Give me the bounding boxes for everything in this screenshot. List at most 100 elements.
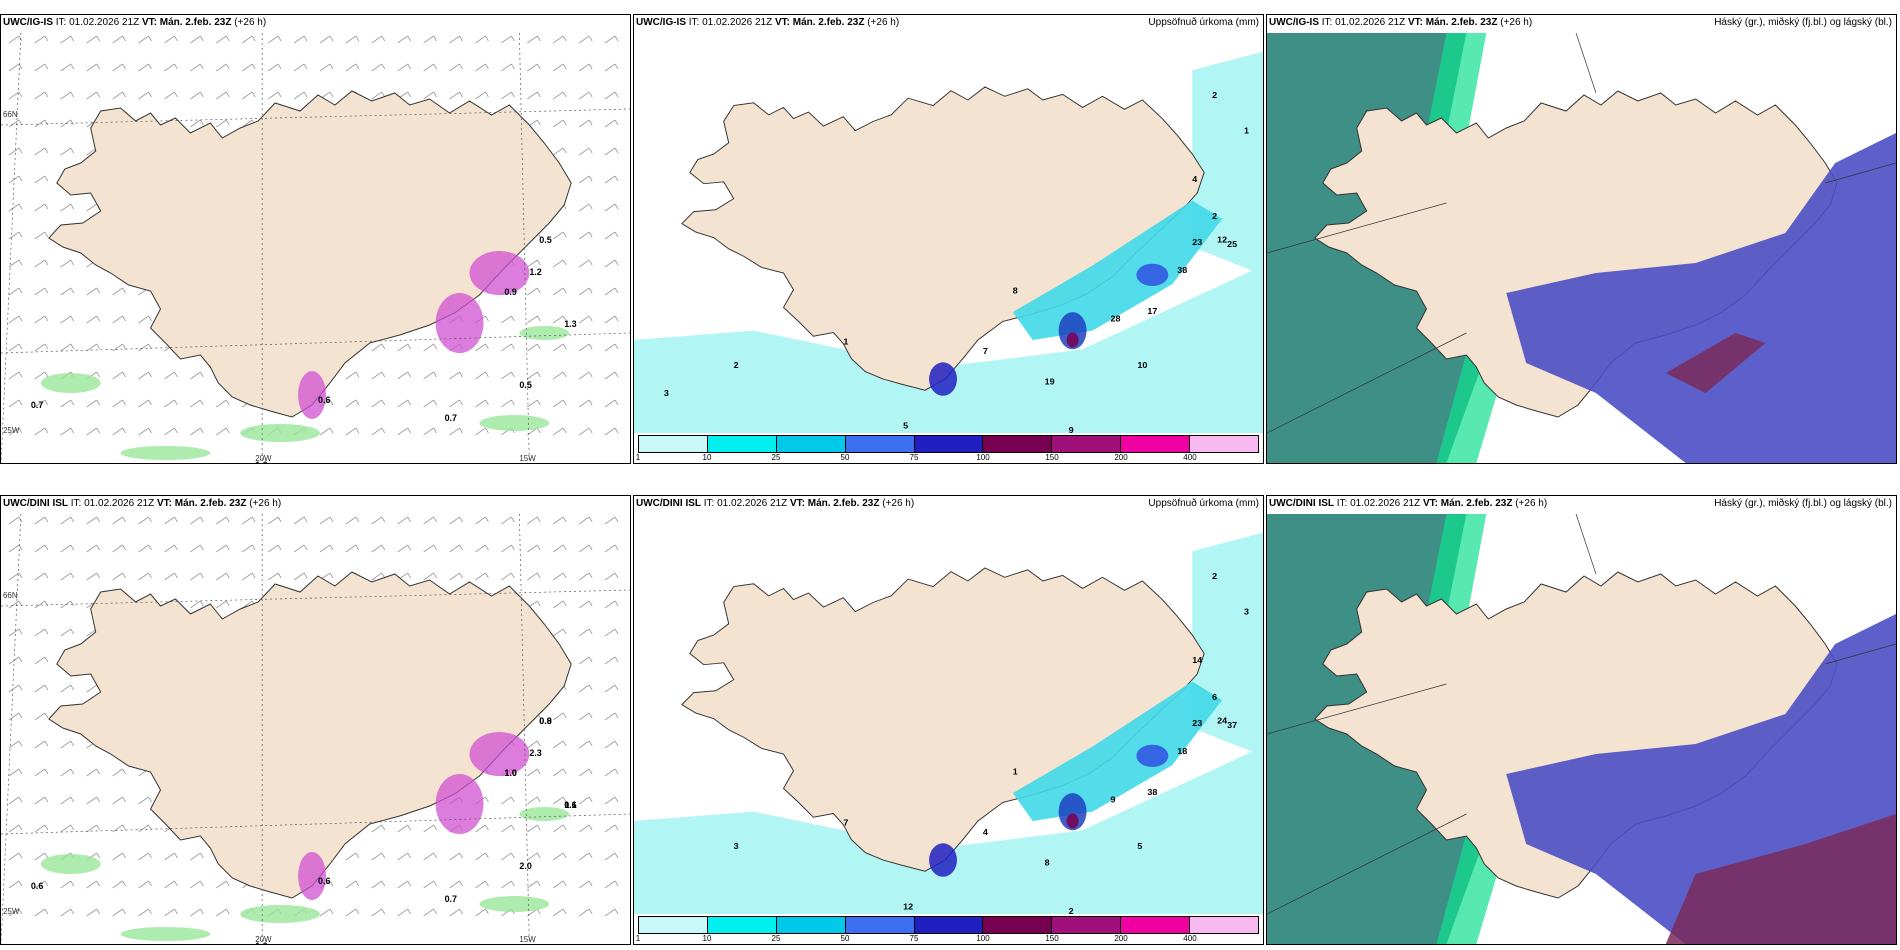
- axis-label: 15W: [519, 935, 536, 944]
- wind-value-label: 2.3: [529, 748, 541, 758]
- wind-value-label: 0.8: [539, 716, 551, 726]
- precip-value-label: 12: [903, 902, 913, 912]
- model-name: UWC/DINI ISL: [1269, 498, 1334, 509]
- valid-time: Mán. 2.feb. 23Z: [792, 17, 865, 28]
- panel-header: UWC/IG-IS IT: 01.02.2026 21Z VT: Mán. 2.…: [3, 17, 626, 31]
- colorbar-tick: 10: [702, 453, 712, 462]
- model-name: UWC/IG-IS: [636, 17, 686, 28]
- precip-value-label: 2: [1212, 211, 1217, 221]
- init-time: IT: 01.02.2026 21Z: [1336, 498, 1421, 509]
- map-svg: [1267, 33, 1896, 463]
- map-area: 66N 20W 15W 25W 0.9 1.0 0.6 2.0 0.6 2.3 0.6 0.7 1.0 0…: [1, 514, 630, 944]
- colorbar-swatch: [1052, 917, 1122, 933]
- valid-time: Mán. 2.feb. 23Z: [807, 498, 880, 509]
- colorbar-swatch: [845, 917, 915, 933]
- field-title: Háský (gr.), miðský (fj.bl.) og lágský (…: [1714, 498, 1892, 509]
- colorbar-swatch: [707, 436, 777, 452]
- colorbar-swatch: [1121, 917, 1191, 933]
- wind-value-label: 1.0: [504, 768, 516, 778]
- map-svg: [1267, 514, 1896, 944]
- valid-time: Mán. 2.feb. 23Z: [174, 498, 247, 509]
- lead-time: (+26 h): [867, 17, 900, 28]
- colorbar-swatch: [639, 436, 708, 452]
- precip-value-label: 10: [1137, 360, 1147, 370]
- precip-value-label: 2: [1212, 571, 1217, 581]
- wind-value-label: 0.6: [318, 876, 330, 886]
- map-svg: 66N 20W 15W 25W 0.5 0.9 1.3 0.5 0.6 1.2 0.7 0.7 1.0: [1, 33, 630, 463]
- axis-label: 20W: [255, 935, 272, 944]
- axis-label: 25W: [3, 907, 20, 916]
- colorbar-swatch: [1052, 436, 1122, 452]
- colorbar-swatch: [776, 917, 846, 933]
- colorbar-tick: 150: [1045, 934, 1059, 943]
- colorbar-tick: 10: [702, 934, 712, 943]
- wind-value-label: 0.6: [318, 395, 330, 405]
- valid-time: Mán. 2.feb. 23Z: [1440, 498, 1513, 509]
- panel-header: UWC/DINI ISL IT: 01.02.2026 21Z VT: Mán.…: [636, 498, 1259, 512]
- wind-value-label: 0.9: [504, 287, 516, 297]
- wind-value-label: 0.7: [31, 400, 43, 410]
- init-time: IT: 01.02.2026 21Z: [70, 498, 155, 509]
- wind-value-label: 1.0: [504, 768, 516, 778]
- field-title: Háský (gr.), miðský (fj.bl.) og lágský (…: [1714, 17, 1892, 28]
- map-svg: 66N 20W 15W 25W 0.9 1.0 0.6 2.0 0.6 2.3 0.6 0.7 1.0 0…: [1, 514, 630, 944]
- colorbar-tick: 1: [635, 453, 641, 462]
- valid-label: VT:: [1407, 17, 1423, 28]
- map-area: [1267, 514, 1896, 944]
- lead-time: (+26 h): [249, 498, 282, 509]
- colorbar-tick: 200: [1114, 934, 1128, 943]
- precip-value-label: 2: [734, 360, 739, 370]
- precip-value-label: 37: [1227, 720, 1237, 730]
- colorbar-swatch: [983, 917, 1053, 933]
- lead-time: (+26 h): [1515, 498, 1548, 509]
- colorbar-tick: 100: [976, 934, 990, 943]
- wind-value-label: 1.0: [255, 460, 267, 463]
- precip-value-label: 24: [1217, 716, 1227, 726]
- colorbar-swatch: [1121, 436, 1191, 452]
- precip-value-label: 9: [1110, 795, 1115, 805]
- precip-value-label: 23: [1192, 237, 1202, 247]
- precip-value-label: 17: [1147, 306, 1157, 316]
- panel-header: UWC/DINI ISL IT: 01.02.2026 21Z VT: Mán.…: [1269, 498, 1892, 512]
- map-panel-r1-c1: UWC/IG-IS IT: 01.02.2026 21Z VT: Mán. 2.…: [0, 14, 631, 464]
- init-time: IT: 01.02.2026 21Z: [703, 498, 788, 509]
- lead-time: (+26 h): [882, 498, 915, 509]
- colorbar-swatch: [639, 917, 708, 933]
- colorbar-swatch: [845, 436, 915, 452]
- wind-value-label: 0.6: [564, 800, 576, 810]
- init-time: IT: 01.02.2026 21Z: [55, 17, 140, 28]
- map-panel-r2-c3: UWC/DINI ISL IT: 01.02.2026 21Z VT: Mán.…: [1266, 495, 1897, 945]
- lead-time: (+26 h): [234, 17, 267, 28]
- colorbar-tick: 400: [1183, 453, 1197, 462]
- colorbar-swatch: [914, 436, 984, 452]
- colorbar-tick: 100: [976, 453, 990, 462]
- axis-label: 15W: [519, 454, 536, 463]
- valid-time: Mán. 2.feb. 23Z: [1425, 17, 1498, 28]
- map-area: [1267, 33, 1896, 463]
- wind-value-label: 0.7: [445, 413, 457, 423]
- precip-value-label: 5: [1137, 841, 1142, 851]
- precip-value-label: 1: [843, 337, 848, 347]
- wind-value-label: 0.6: [31, 881, 43, 891]
- model-name: UWC/IG-IS: [3, 17, 53, 28]
- wind-value-label: 1.0: [255, 941, 267, 944]
- map-panel-r1-c3: UWC/IG-IS IT: 01.02.2026 21Z VT: Mán. 2.…: [1266, 14, 1897, 464]
- precip-colorbar: 1 10 25 50 75 100 150 200 400: [636, 916, 1259, 943]
- colorbar-tick: 25: [771, 453, 781, 462]
- precip-value-label: 6: [1212, 692, 1217, 702]
- precip-value-label: 3: [734, 841, 739, 851]
- field-title: Uppsöfnuð úrkoma (mm): [1148, 17, 1259, 28]
- wind-value-label: 1.2: [529, 267, 541, 277]
- precip-value-label: 7: [983, 346, 988, 356]
- model-name: UWC/DINI ISL: [3, 498, 68, 509]
- map-panel-r2-c1: UWC/DINI ISL IT: 01.02.2026 21Z VT: Mán.…: [0, 495, 631, 945]
- axis-label: 66N: [3, 110, 18, 119]
- precip-value-label: 4: [983, 827, 988, 837]
- valid-label: VT:: [1422, 498, 1438, 509]
- valid-time: Mán. 2.feb. 23Z: [159, 17, 232, 28]
- precip-value-label: 3: [1244, 607, 1249, 617]
- map-area: 2 1 2 4 12 23 25 38 17 10 19 28 7 8 9 5 1 2 3: [634, 33, 1263, 433]
- precip-value-label: 14: [1192, 655, 1202, 665]
